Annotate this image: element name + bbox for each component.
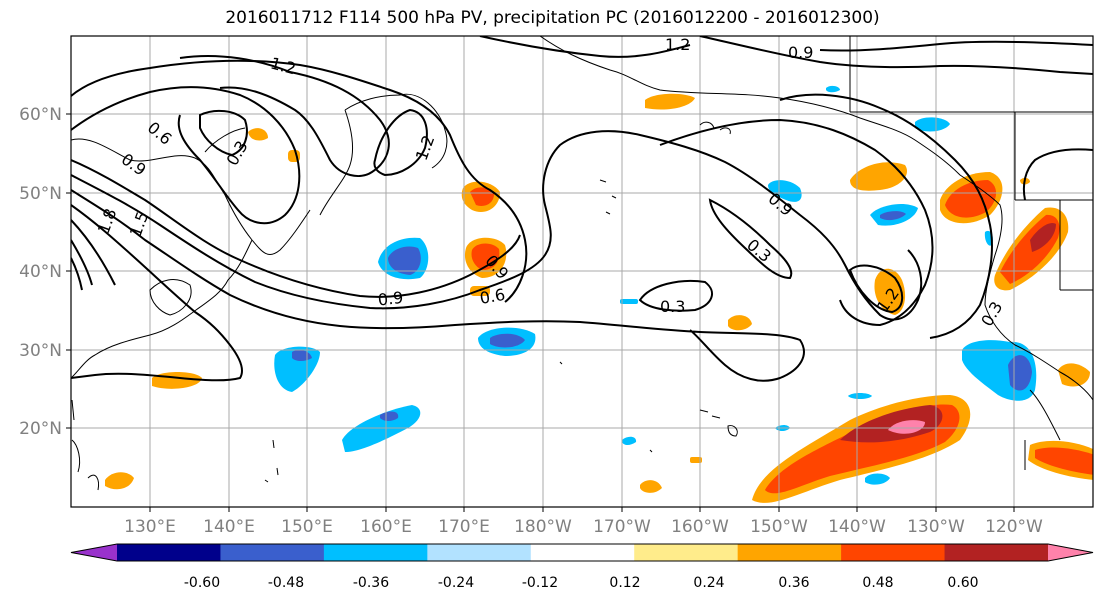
pv-contours <box>71 36 1093 382</box>
colorbar-labels: -0.60 -0.48 -0.36 -0.24 -0.12 0.12 0.24 … <box>184 575 979 591</box>
lat-label: 30°N <box>19 341 62 361</box>
colorbar-swatch <box>117 544 221 561</box>
colorbar-tick-label: 0.48 <box>862 575 893 591</box>
colorbar-swatch <box>944 544 1049 561</box>
colorbar-tick-label: 0.36 <box>778 575 809 591</box>
colorbar-tick-label: 0.24 <box>693 575 724 591</box>
colorbar-swatch <box>323 544 428 561</box>
colorbar-swatch <box>634 544 739 561</box>
precipitation-shading <box>105 85 1093 503</box>
colorbar-tick-label: -0.24 <box>438 575 474 591</box>
map-title: 2016011712 F114 500 hPa PV, precipitatio… <box>225 8 880 28</box>
colorbar <box>70 543 1094 562</box>
longitude-labels: 130°E 140°E 150°E 160°E 170°E 180°W 170°… <box>124 517 1043 537</box>
latitude-labels: 60°N 50°N 40°N 30°N 20°N <box>19 105 62 439</box>
colorbar-swatch <box>427 544 532 561</box>
lat-label: 40°N <box>19 262 62 282</box>
axis-ticks <box>66 113 1015 512</box>
colorbar-extend-low <box>71 544 117 561</box>
lon-label: 130°W <box>907 517 965 537</box>
lon-label: 160°W <box>671 517 729 537</box>
colorbar-swatch <box>530 544 635 561</box>
lon-label: 140°E <box>203 517 255 537</box>
colorbar-outline <box>70 543 1094 562</box>
lon-label: 120°W <box>985 517 1043 537</box>
contour-label: 1.2 <box>665 35 690 54</box>
colorbar-tick-label: -0.48 <box>268 575 304 591</box>
contour-label: 0.6 <box>478 285 506 308</box>
lon-label: 160°E <box>360 517 412 537</box>
lon-label: 130°E <box>124 517 176 537</box>
colorbar-extend-high <box>1048 544 1093 561</box>
colorbar-tick-label: 0.60 <box>947 575 978 591</box>
contour-label: 0.9 <box>377 288 404 310</box>
colorbar-swatch <box>737 544 842 561</box>
contour-label: 0.3 <box>660 297 685 316</box>
lon-label: 150°W <box>750 517 808 537</box>
colorbar-tick-label: -0.12 <box>522 575 558 591</box>
colorbar-tick-label: 0.12 <box>609 575 640 591</box>
lon-label: 170°W <box>593 517 651 537</box>
contour-label: 0.9 <box>788 43 813 62</box>
lat-label: 50°N <box>19 184 62 204</box>
lat-label: 60°N <box>19 105 62 125</box>
lon-label: 150°E <box>281 517 333 537</box>
lon-label: 180°W <box>514 517 572 537</box>
lon-label: 140°W <box>828 517 886 537</box>
graticule <box>71 36 1093 507</box>
lon-label: 170°E <box>438 517 490 537</box>
lat-label: 20°N <box>19 419 62 439</box>
colorbar-swatch <box>841 544 946 561</box>
colorbar-swatch <box>220 544 325 561</box>
colorbar-tick-label: -0.36 <box>353 575 389 591</box>
colorbar-tick-label: -0.60 <box>184 575 220 591</box>
